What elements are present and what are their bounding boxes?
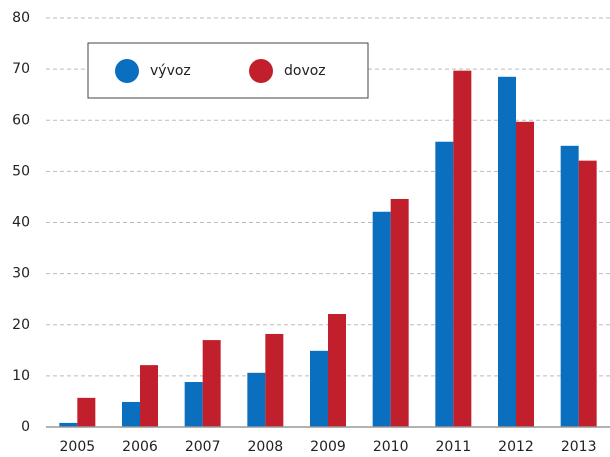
bar [498,76,516,427]
bar [140,365,158,427]
bar [184,382,203,427]
x-tick-label: 2011 [436,439,472,455]
x-tick-label: 2008 [248,439,284,455]
legend-label: vývoz [150,63,191,79]
bar [516,121,534,427]
legend-label: dovoz [284,63,326,79]
bar [77,397,96,427]
x-tick-label: 2013 [561,439,597,455]
y-tick-label: 10 [12,368,30,384]
x-tick-label: 2007 [185,439,221,455]
y-tick-label: 20 [12,317,30,333]
bar [435,141,454,427]
bar [265,333,284,427]
bar [390,198,409,427]
bar [372,211,391,427]
x-tick-label: 2010 [373,439,409,455]
x-tick-label: 2005 [60,439,96,455]
y-tick-label: 50 [12,163,30,179]
y-tick-label: 40 [12,215,30,231]
bar [560,145,579,427]
bar [328,314,346,427]
x-tick-label: 2009 [310,439,346,455]
bar [578,160,597,428]
y-tick-label: 30 [12,266,30,282]
bar [453,70,472,427]
y-tick-label: 60 [12,112,30,128]
x-tick-label: 2012 [498,439,534,455]
bar [202,340,221,427]
y-tick-label: 70 [12,61,30,77]
bar [59,422,78,427]
bar [122,401,140,427]
bar [247,372,266,427]
bar [310,350,328,427]
legend-swatch [115,59,139,83]
legend-swatch [249,59,273,83]
y-tick-label: 0 [21,419,30,435]
x-tick-label: 2006 [122,439,158,455]
y-tick-label: 80 [12,10,30,26]
